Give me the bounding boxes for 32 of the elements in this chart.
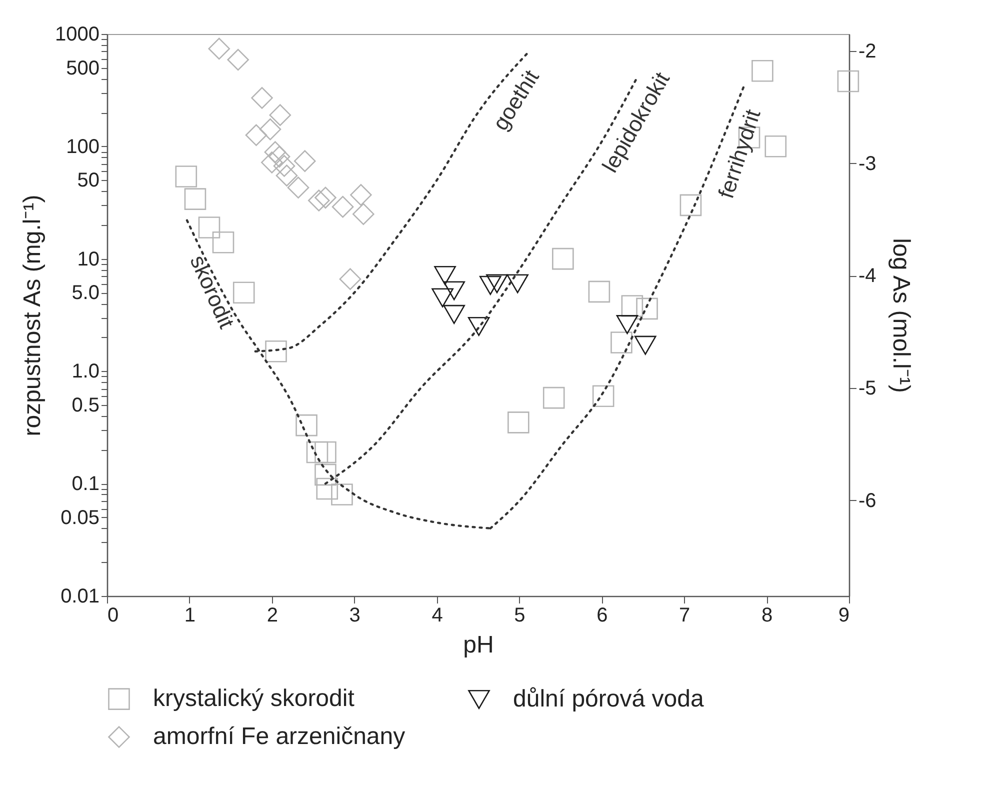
x-tick-label: 8: [761, 604, 773, 626]
x-tick-label: 5: [514, 604, 526, 626]
y-tick-label: 500: [66, 57, 100, 80]
y2-axis-title: log As (mol.l⁻¹): [887, 238, 914, 393]
y-tick-label: 50: [77, 170, 100, 192]
x-tick-label: 6: [596, 604, 608, 626]
x-tick-label: 4: [432, 604, 443, 626]
x-tick-label: 1: [184, 604, 196, 626]
x-tick-label: 7: [679, 604, 690, 626]
y2-tick-label: -5: [858, 378, 876, 400]
x-tick-label: 0: [108, 604, 119, 626]
legend-label: krystalický skorodit: [153, 685, 355, 712]
x-tick-label: 3: [349, 604, 360, 626]
y-tick-label: 10: [77, 248, 100, 270]
y-tick-label: 1000: [55, 24, 100, 46]
y-tick-label: 0.05: [60, 506, 100, 529]
y-tick-label: 0.01: [60, 586, 100, 608]
y-tick-label: 100: [66, 136, 100, 158]
y2-tick-label: -2: [858, 40, 876, 62]
y2-tick-label: -4: [858, 265, 876, 288]
y2-tick-label: -3: [858, 152, 876, 175]
x-tick-label: 9: [838, 604, 850, 626]
y-tick-label: 0.1: [72, 473, 100, 496]
x-tick-label: 2: [266, 604, 278, 626]
x-axis-title: pH: [463, 632, 494, 658]
y-tick-label: 5.0: [72, 282, 100, 304]
legend-label: amorfní Fe arzeničnany: [153, 723, 406, 750]
y-axis-title: rozpustnost As (mg.l⁻¹): [19, 194, 46, 436]
y-tick-label: 1.0: [72, 360, 100, 383]
y2-tick-label: -6: [858, 490, 876, 512]
legend-label: důlní pórová voda: [513, 686, 704, 712]
y-tick-label: 0.5: [72, 394, 100, 417]
